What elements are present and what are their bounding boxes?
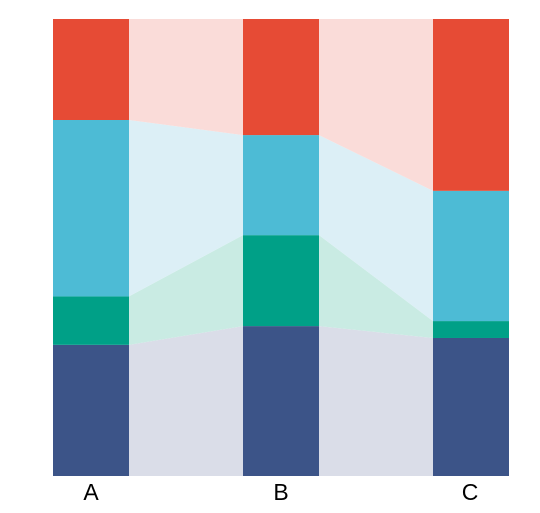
bar-segment-B-series-1 (243, 326, 319, 476)
flow-band-B-C-series-4 (319, 19, 433, 191)
x-tick-label-b: B (273, 479, 288, 505)
flow-band-A-B-series-1 (129, 326, 243, 476)
flow-band-A-B-series-4 (129, 19, 243, 136)
bar-segment-A-series-1 (53, 344, 129, 476)
bar-segment-B-series-3 (243, 135, 319, 236)
bar-segment-A-series-2 (53, 296, 129, 345)
flow-band-B-C-series-3 (319, 135, 433, 322)
bar-segment-C-series-4 (433, 19, 509, 191)
flow-band-B-C-series-2 (319, 235, 433, 338)
bar-segment-A-series-3 (53, 119, 129, 297)
bar-segment-C-series-1 (433, 337, 509, 476)
flow-band-A-B-series-3 (129, 119, 243, 297)
bar-segment-B-series-2 (243, 235, 319, 327)
bars (53, 19, 509, 476)
x-tick-label-a: A (83, 479, 99, 505)
flow-bands (129, 19, 433, 476)
x-tick-label-c: C (462, 479, 479, 505)
bar-segment-A-series-4 (53, 19, 129, 120)
flow-band-A-B-series-2 (129, 235, 243, 345)
bar-segment-C-series-3 (433, 190, 509, 322)
bar-segment-B-series-4 (243, 19, 319, 136)
flow-band-B-C-series-1 (319, 326, 433, 476)
x-axis: A B C (83, 479, 478, 505)
bar-segment-C-series-2 (433, 321, 509, 338)
